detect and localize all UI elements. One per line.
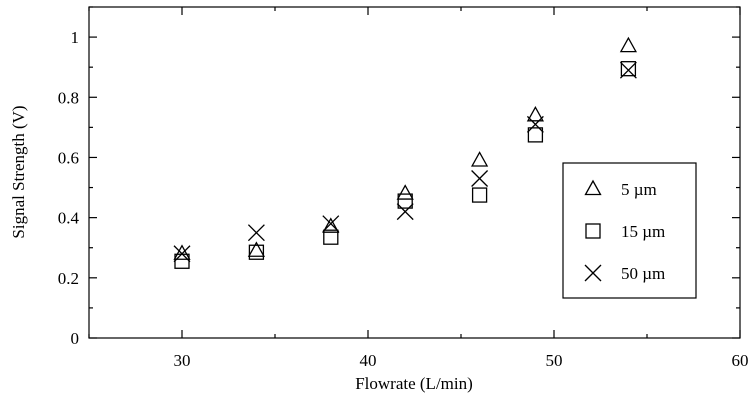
point-square-1 bbox=[248, 244, 265, 260]
point-triangle-0 bbox=[173, 244, 191, 260]
point-square-1 bbox=[527, 127, 544, 143]
y-tick-label: 0.6 bbox=[58, 148, 79, 167]
point-triangle-0 bbox=[470, 151, 489, 167]
y-tick-label: 0.4 bbox=[58, 209, 80, 228]
point-triangle-0 bbox=[526, 105, 545, 122]
point-triangle-0 bbox=[396, 184, 414, 200]
x-tick-label: 40 bbox=[360, 351, 377, 370]
point-square-1 bbox=[471, 187, 488, 203]
legend-marker-triangle bbox=[584, 179, 602, 196]
point-x-2 bbox=[173, 245, 191, 263]
point-x-2 bbox=[247, 224, 265, 242]
point-x-2 bbox=[396, 203, 414, 221]
x-tick-label: 50 bbox=[546, 351, 563, 370]
x-tick-label: 60 bbox=[732, 351, 749, 370]
legend-marker-x bbox=[584, 264, 602, 282]
legend: 5 µm 15 µm 50 µm bbox=[562, 162, 697, 299]
point-x-2 bbox=[322, 215, 340, 233]
data-points bbox=[173, 36, 638, 269]
y-tick-label: 0 bbox=[71, 329, 80, 348]
legend-box bbox=[562, 162, 697, 299]
legend-marker-square bbox=[585, 223, 601, 239]
plot-frame bbox=[88, 6, 741, 339]
point-triangle-0 bbox=[247, 241, 266, 257]
axis-ticks bbox=[88, 6, 741, 339]
legend-label: 15 µm bbox=[621, 222, 665, 241]
point-square-1 bbox=[397, 193, 413, 209]
tick-labels: 30 40 50 60 0 0.2 0.4 0.6 0.8 1 bbox=[58, 28, 749, 370]
x-tick-label: 30 bbox=[174, 351, 191, 370]
point-triangle-0 bbox=[619, 36, 638, 53]
y-tick-label: 0.2 bbox=[58, 269, 79, 288]
point-square-1 bbox=[620, 61, 637, 77]
y-tick-label: 0.8 bbox=[58, 88, 79, 107]
legend-label: 5 µm bbox=[621, 180, 657, 199]
legend-label: 50 µm bbox=[621, 264, 665, 283]
x-axis-title: Flowrate (L/min) bbox=[355, 374, 473, 393]
point-triangle-0 bbox=[322, 217, 340, 233]
point-square-1 bbox=[323, 229, 339, 245]
point-x-2 bbox=[526, 115, 544, 133]
y-tick-label: 1 bbox=[71, 28, 80, 47]
y-axis-title: Signal Strength (V) bbox=[9, 105, 28, 238]
point-square-1 bbox=[174, 253, 190, 269]
point-x-2 bbox=[471, 170, 489, 187]
point-x-2 bbox=[619, 61, 637, 79]
